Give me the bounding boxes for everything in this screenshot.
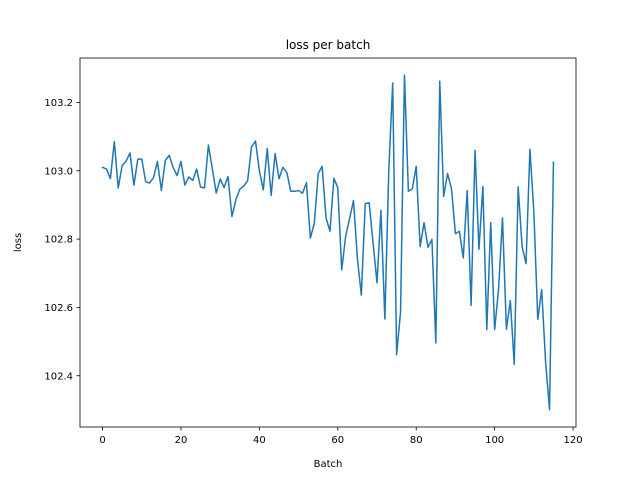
x-tick-label: 20: [175, 435, 188, 446]
chart-title: loss per batch: [286, 38, 371, 52]
series-line: [101, 74, 555, 411]
x-tick-label: 40: [253, 435, 266, 446]
y-tick-label: 103.2: [44, 98, 73, 109]
x-tick-label: 0: [99, 435, 105, 446]
x-tick-label: 60: [331, 435, 344, 446]
y-tick-label: 102.8: [44, 235, 73, 246]
x-tick-label: 80: [410, 435, 423, 446]
x-axis-label: Batch: [314, 459, 343, 470]
y-tick-label: 103.0: [44, 166, 73, 177]
axes-frame: [79, 57, 577, 428]
y-tick-label: 102.4: [44, 371, 73, 382]
x-axis-ticks: 0 20 40 60 80 100 120: [99, 427, 583, 446]
plot-area: [79, 57, 577, 428]
x-tick-label: 120: [564, 435, 583, 446]
y-axis-ticks: 102.4 102.6 102.8 103.0 103.2: [44, 98, 80, 382]
y-axis-label: loss: [13, 233, 24, 252]
y-tick-label: 102.6: [44, 303, 73, 314]
x-tick-label: 100: [485, 435, 504, 446]
